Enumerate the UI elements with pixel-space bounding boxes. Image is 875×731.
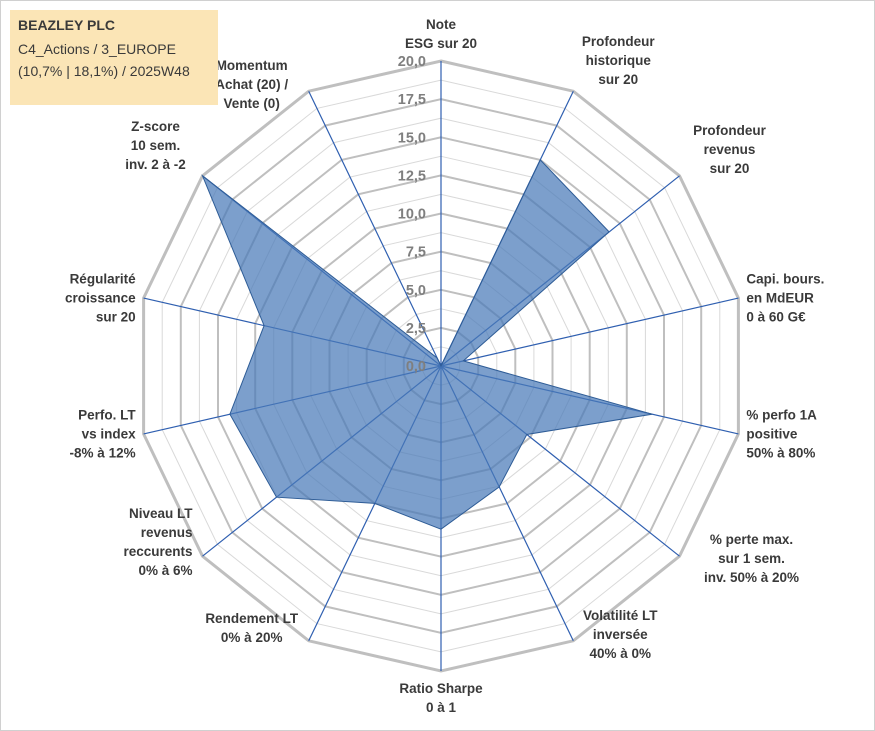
radar-series (201, 158, 654, 531)
axis-label: Rendement LT 0% à 20% (205, 611, 299, 645)
axis-label: Note ESG sur 20 (405, 17, 477, 51)
axis-label: Régularité croissance sur 20 (65, 272, 136, 325)
data-point (263, 324, 266, 327)
data-point (651, 413, 654, 416)
axis-label: Z-score 10 sem. inv. 2 à -2 (125, 119, 186, 172)
tick-label: 0,0 (406, 359, 426, 375)
tick-label: 20,0 (398, 54, 426, 70)
tick-label: 2,5 (406, 321, 426, 337)
chart-subtitle-stats: (10,7% | 18,1%) / 2025W48 (18, 63, 190, 79)
radar-axis-labels: Note ESG sur 20 Profondeur historique sur 20… (65, 17, 824, 715)
tick-label: 12,5 (398, 168, 426, 184)
tick-label: 17,5 (398, 92, 426, 108)
axis-label: Profondeur historique sur 20 (582, 34, 655, 87)
axis-label: Momentum Achat (20) / Vente (0) (215, 58, 288, 111)
axis-label: Niveau LT revenus reccurents 0% à 6% (123, 506, 193, 578)
tick-label: 15,0 (398, 130, 426, 146)
data-point (462, 359, 465, 362)
tick-label: 10,0 (398, 207, 426, 223)
chart-subtitle-category: C4_Actions / 3_EUROPE (18, 41, 176, 57)
axis-label: Ratio Sharpe 0 à 1 (399, 681, 483, 715)
axis-label: % perte max. sur 1 sem. inv. 50% à 20% (704, 532, 799, 585)
axis-label: Perfo. LT vs index -8% à 12% (70, 407, 137, 460)
data-point (440, 365, 443, 368)
data-point (275, 496, 278, 499)
data-point (525, 433, 528, 436)
radar-tick-labels: 0,0 2,5 5,0 7,5 10,0 12,5 15,0 17,5 20,0 (398, 54, 426, 375)
axis-spoke (308, 90, 442, 367)
data-point (201, 174, 204, 177)
tick-label: 5,0 (406, 283, 426, 299)
data-point (539, 158, 542, 161)
series-area (201, 159, 653, 530)
data-point (608, 230, 611, 233)
axis-label: Profondeur revenus sur 20 (693, 123, 766, 176)
chart-title-box: BEAZLEY PLC C4_Actions / 3_EUROPE (10,7%… (10, 10, 218, 105)
data-point (228, 413, 231, 416)
chart-title: BEAZLEY PLC (18, 17, 115, 33)
axis-label: Volatilité LT inversée 40% à 0% (583, 608, 658, 661)
data-point (498, 485, 501, 488)
data-point (373, 502, 376, 505)
axis-label: % perfo 1A positive 50% à 80% (746, 407, 817, 460)
axis-spoke (440, 297, 739, 367)
data-point (436, 356, 439, 359)
tick-label: 7,5 (406, 245, 426, 261)
axis-label: Capi. bours. en MdEUR 0 à 60 G€ (746, 272, 824, 325)
data-point (440, 528, 443, 531)
